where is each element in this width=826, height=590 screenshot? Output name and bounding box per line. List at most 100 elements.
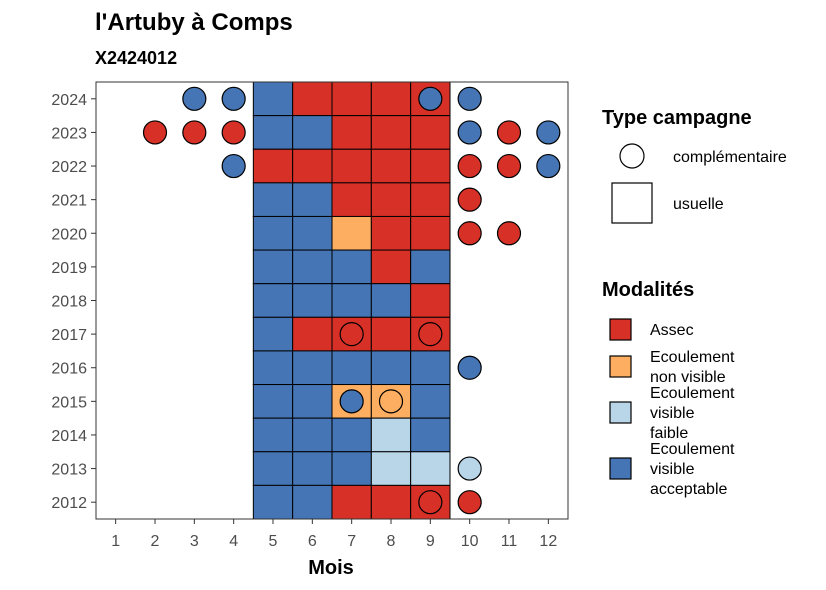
- tile-2020-6: [292, 215, 333, 251]
- y-axis-ticks: 2012 2013 2014 2015 2016 2017 2018 2019 2020 2021…: [51, 92, 96, 512]
- tile-2018-7: [331, 283, 372, 318]
- point-2022-12: [536, 153, 561, 179]
- tile-2016-5: [252, 350, 294, 386]
- legend-complementaire-label: complémentaire: [673, 149, 787, 166]
- tile-2022-8: [370, 148, 412, 184]
- tile-2021-8: [370, 182, 412, 217]
- y-tick-label: 2021: [51, 193, 87, 210]
- legend-label-ecoulement-non-visible: Ecoulement: [650, 349, 735, 366]
- x-tick-label: 5: [269, 533, 278, 550]
- point-2023-11: [496, 120, 522, 145]
- point-2016-10: [457, 355, 482, 380]
- point-2020-10: [457, 221, 482, 246]
- tile-2014-5: [252, 417, 294, 453]
- legend-label-ecoulement-visible-acceptable: visible: [650, 461, 695, 478]
- x-tick-label: 10: [461, 533, 479, 550]
- tile-2012-7: [331, 484, 372, 520]
- tile-2015-5: [252, 384, 294, 419]
- tile-2014-8: [370, 417, 412, 453]
- legend-swatch-ecoulement-visible-acceptable: [609, 457, 632, 480]
- legend-modalites-title: Modalités: [602, 279, 694, 301]
- point-2012-9: [418, 490, 443, 515]
- point-2017-9: [418, 322, 443, 347]
- tile-2019-6: [292, 249, 333, 285]
- point-2021-10: [457, 187, 482, 212]
- tile-2024-6: [292, 81, 333, 117]
- tile-2013-6: [292, 451, 333, 486]
- x-tick-label: 12: [539, 533, 557, 550]
- x-axis-ticks: 1 2 3 4 5 6 7 8 9 10 11 12: [111, 519, 557, 550]
- tile-2016-9: [410, 350, 451, 386]
- legend-label-ecoulement-visible-acceptable: acceptable: [650, 481, 727, 498]
- tile-2013-9: [410, 451, 451, 486]
- tile-2017-8: [370, 316, 412, 352]
- tile-2024-7: [331, 81, 372, 117]
- tile-2018-9: [410, 283, 451, 318]
- tile-2023-5: [252, 115, 294, 150]
- tile-2017-5: [252, 316, 294, 352]
- legend-type-title: Type campagne: [602, 107, 752, 129]
- tile-2020-8: [370, 215, 412, 251]
- tile-2021-9: [410, 182, 451, 217]
- point-2020-11: [496, 221, 522, 246]
- y-tick-label: 2022: [51, 159, 87, 176]
- y-tick-label: 2017: [51, 327, 87, 344]
- point-2024-3: [182, 86, 207, 111]
- y-tick-label: 2023: [51, 125, 87, 142]
- tile-2013-8: [370, 451, 412, 486]
- tile-2016-6: [292, 350, 333, 386]
- tile-2019-7: [331, 249, 372, 285]
- point-2024-9: [418, 86, 443, 111]
- legend-label-ecoulement-visible-faible: faible: [650, 425, 688, 442]
- legend-type-campagne: Type campagne complémentaire usuelle: [602, 107, 787, 224]
- tile-2023-7: [331, 115, 372, 150]
- point-2023-3: [182, 120, 207, 145]
- tile-2013-5: [252, 451, 294, 486]
- tile-2013-7: [331, 451, 372, 486]
- tile-2022-9: [410, 148, 451, 184]
- chart-title: l'Artuby à Comps: [95, 9, 293, 36]
- tile-2014-7: [331, 417, 372, 453]
- x-tick-label: 6: [308, 533, 317, 550]
- tile-2022-6: [292, 148, 333, 184]
- tile-2024-5: [252, 81, 294, 117]
- tile-2023-6: [292, 115, 333, 150]
- y-tick-label: 2012: [51, 495, 87, 512]
- legend-label-ecoulement-visible-faible: Ecoulement: [650, 385, 735, 402]
- point-2024-10: [457, 86, 482, 111]
- x-axis-title: Mois: [308, 557, 354, 579]
- point-2023-12: [536, 120, 561, 145]
- tile-2017-6: [292, 316, 333, 352]
- tile-2020-7: [331, 215, 372, 251]
- point-2022-4: [221, 153, 246, 179]
- point-2022-10: [457, 153, 482, 179]
- x-tick-label: 7: [347, 533, 356, 550]
- x-tick-label: 9: [426, 533, 435, 550]
- tile-2016-7: [331, 350, 372, 386]
- point-2023-4: [221, 120, 246, 145]
- chart-subtitle: X2424012: [95, 48, 177, 68]
- x-tick-label: 1: [111, 533, 120, 550]
- usuelle-tiles: [252, 81, 451, 520]
- tile-2012-5: [252, 484, 294, 520]
- tile-2021-5: [252, 182, 294, 217]
- tile-2022-7: [331, 148, 372, 184]
- tile-2018-8: [370, 283, 412, 318]
- legend-swatch-ecoulement-visible-faible: [609, 401, 632, 424]
- tile-2014-9: [410, 417, 451, 453]
- tile-2019-9: [410, 249, 451, 285]
- point-2022-11: [496, 153, 522, 179]
- point-2015-7: [339, 389, 364, 414]
- point-2024-4: [221, 86, 246, 111]
- x-tick-label: 3: [190, 533, 199, 550]
- y-tick-label: 2020: [51, 226, 87, 243]
- point-2013-10: [457, 456, 482, 481]
- point-2017-7: [339, 322, 364, 347]
- tile-2019-8: [370, 249, 412, 285]
- tile-2020-5: [252, 215, 294, 251]
- y-tick-label: 2014: [51, 428, 87, 445]
- tile-2012-8: [370, 484, 412, 520]
- x-tick-label: 11: [501, 533, 518, 550]
